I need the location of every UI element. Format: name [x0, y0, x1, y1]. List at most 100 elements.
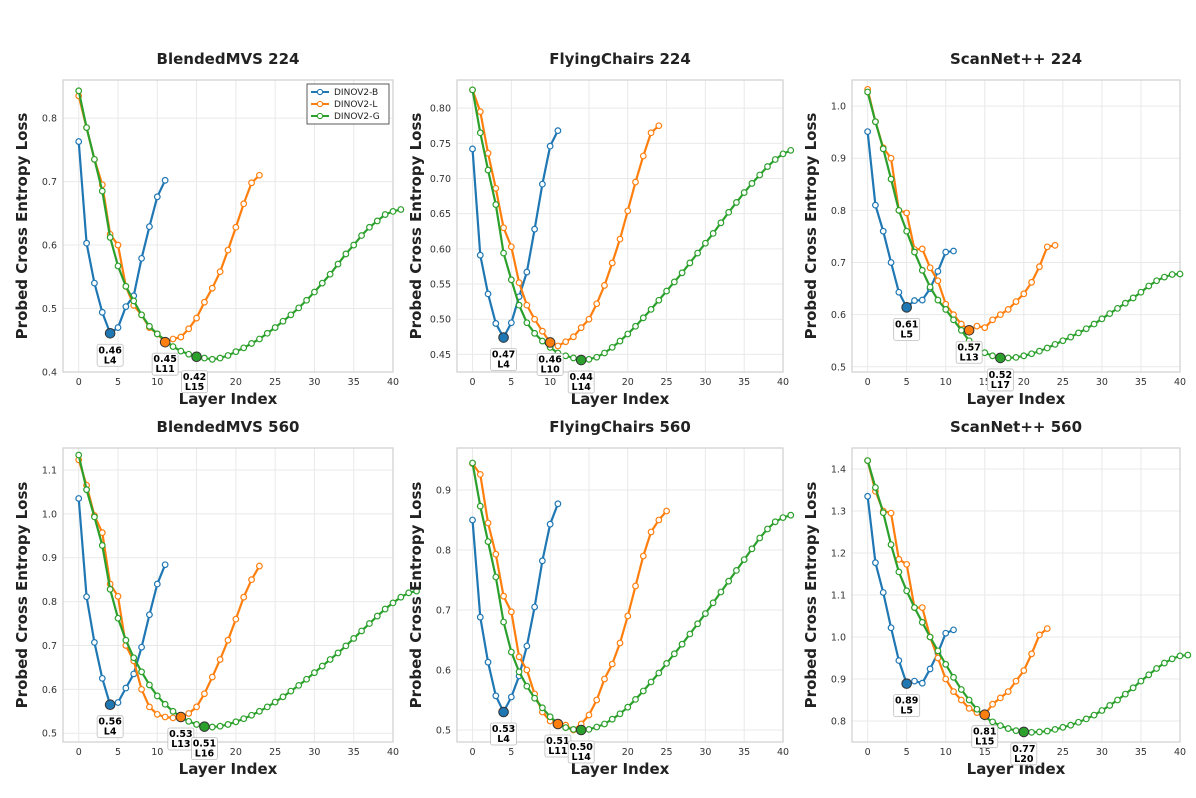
y-tick-label: 0.7: [436, 606, 451, 617]
data-point: [492, 550, 500, 558]
y-tick-label: 0.80: [430, 104, 451, 115]
data-point: [342, 250, 350, 258]
minimum-marker: [191, 351, 202, 363]
x-tick-label: 5: [904, 747, 910, 758]
y-tick-label: 0.8: [42, 597, 57, 608]
data-point: [864, 88, 872, 96]
data-point: [663, 507, 670, 515]
data-point: [122, 303, 130, 311]
x-axis-label: Layer Index: [571, 390, 670, 408]
minimum-marker: [159, 336, 171, 348]
data-point: [507, 693, 515, 701]
annotation-box: [986, 368, 1014, 392]
x-tick-label: 5: [115, 747, 121, 758]
data-point: [91, 513, 98, 521]
data-point: [1067, 721, 1075, 729]
minimum-marker: [995, 352, 1006, 364]
data-point: [771, 518, 779, 526]
data-point: [787, 146, 795, 154]
data-point: [624, 330, 632, 338]
data-point: [647, 129, 655, 137]
minimum-marker: [552, 718, 564, 730]
y-tick-label: 1.1: [831, 591, 846, 602]
subplot-0: 05101520253035400.40.50.60.70.8BlendedMV…: [13, 50, 405, 408]
data-point: [639, 687, 647, 695]
data-point: [224, 636, 232, 644]
data-point: [934, 296, 942, 304]
legend-marker: [316, 88, 324, 96]
data-point: [106, 585, 114, 593]
annotation-box: [96, 715, 124, 739]
data-point: [950, 247, 957, 255]
data-point: [106, 234, 114, 241]
data-point: [546, 713, 554, 721]
data-point: [83, 124, 90, 132]
minimum-layer-label: L20: [1014, 754, 1034, 765]
x-tick-label: 5: [904, 377, 910, 388]
data-point: [295, 304, 303, 312]
data-point: [872, 559, 879, 567]
data-point: [973, 322, 981, 330]
minimum-value-label: 0.53: [492, 724, 515, 735]
data-point: [872, 118, 879, 126]
data-point: [279, 317, 287, 325]
data-point: [779, 150, 787, 158]
data-point: [130, 654, 138, 662]
data-point: [926, 264, 934, 272]
data-point: [1051, 241, 1059, 249]
data-point: [733, 199, 740, 206]
data-point: [161, 700, 169, 708]
data-point: [1067, 333, 1075, 341]
data-point: [1114, 304, 1121, 312]
data-point: [624, 207, 632, 215]
y-tick-label: 0.6: [831, 310, 846, 321]
data-point: [918, 266, 926, 274]
data-point: [701, 239, 709, 247]
data-point: [248, 179, 255, 187]
minimum-layer-label: L4: [497, 360, 510, 371]
annotation-box: [893, 317, 921, 341]
data-point: [748, 545, 756, 553]
minimum-layer-label: L4: [497, 734, 510, 745]
annotation-box: [490, 348, 517, 371]
minimum-layer-label: L13: [171, 739, 190, 750]
data-point: [248, 711, 255, 719]
data-point: [208, 723, 216, 731]
data-point: [694, 249, 702, 257]
data-point: [678, 640, 686, 648]
data-point: [585, 355, 593, 363]
minimum-layer-label: L13: [960, 352, 979, 363]
annotation-box: [151, 352, 179, 376]
data-point: [1106, 702, 1114, 709]
data-point: [515, 301, 523, 309]
data-point: [655, 516, 663, 524]
data-point: [577, 324, 585, 332]
data-point: [240, 715, 248, 723]
data-point: [91, 155, 98, 163]
data-point: [98, 674, 106, 682]
x-tick-label: 15: [979, 377, 991, 388]
minimum-layer-label: L11: [156, 364, 175, 375]
legend-marker: [316, 100, 324, 108]
minimum-layer-label: L15: [185, 382, 204, 393]
data-point: [787, 511, 795, 519]
data-point: [1004, 306, 1012, 313]
data-point: [1028, 350, 1036, 358]
data-point: [538, 180, 546, 188]
data-point: [531, 603, 539, 611]
minimum-layer-label: L5: [900, 329, 913, 340]
data-point: [593, 353, 601, 361]
minimum-value-label: 0.45: [153, 354, 176, 365]
x-tick-label: 40: [387, 377, 399, 388]
data-point: [492, 692, 500, 700]
data-point: [562, 352, 570, 360]
x-tick-label: 35: [1135, 377, 1147, 388]
data-point: [950, 688, 957, 695]
data-point: [1012, 298, 1020, 306]
data-point: [1059, 723, 1067, 731]
minimum-marker: [498, 706, 509, 718]
data-point: [507, 608, 515, 616]
data-point: [358, 627, 365, 635]
y-tick-label: 0.7: [42, 641, 57, 652]
data-point: [507, 243, 515, 251]
